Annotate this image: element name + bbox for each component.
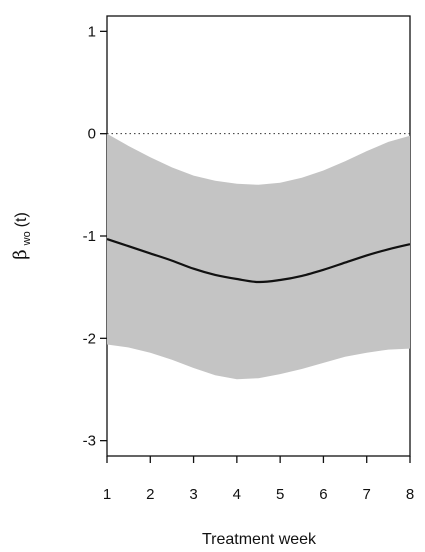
- x-axis-title: Treatment week: [202, 531, 317, 548]
- estimate-line-layer: [106, 238, 411, 284]
- estimate-line: [106, 238, 411, 284]
- x-axis: 1 2 3 4 5 6 7 8: [103, 456, 414, 503]
- y-axis: 1 0 -1 -2 -3: [83, 23, 107, 450]
- y-axis-title: β wo (t): [10, 212, 34, 260]
- y-tick-label: 0: [88, 126, 96, 143]
- x-tick-label: 6: [319, 486, 327, 503]
- y-axis-title-argument: (t): [13, 212, 30, 227]
- x-tick-label: 2: [146, 486, 154, 503]
- x-tick-label: 8: [406, 486, 414, 503]
- y-axis-title-subscript: wo: [21, 231, 33, 246]
- x-tick-label: 4: [233, 486, 241, 503]
- confidence-band-layer: [107, 133, 410, 380]
- y-tick-label: 1: [88, 23, 96, 40]
- y-tick-label: -3: [83, 433, 96, 450]
- x-tick-label: 1: [103, 486, 111, 503]
- y-tick-label: -1: [83, 228, 96, 245]
- x-tick-label: 3: [189, 486, 197, 503]
- confidence-band: [107, 133, 410, 380]
- y-tick-label: -2: [83, 330, 96, 347]
- x-tick-label: 5: [276, 486, 284, 503]
- y-axis-title-symbol: β: [10, 249, 31, 259]
- x-tick-label: 7: [363, 486, 371, 503]
- svg-text:β wo (t): β wo (t): [10, 212, 34, 260]
